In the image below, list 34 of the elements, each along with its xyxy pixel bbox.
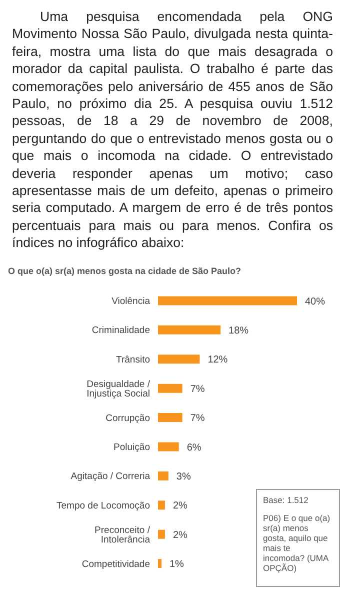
bar bbox=[158, 530, 165, 539]
bar bbox=[158, 412, 182, 422]
data-label: 12% bbox=[208, 354, 228, 366]
data-label: 6% bbox=[186, 442, 202, 453]
chart-title: O que o(a) sr(a) menos gosta na cidade de São Paulo? bbox=[8, 266, 242, 276]
y-tick-label: Tempo de Locomoção bbox=[56, 500, 150, 512]
data-label: 7% bbox=[190, 412, 205, 424]
bar bbox=[158, 384, 182, 393]
data-label: 18% bbox=[228, 325, 249, 336]
text: Uma pesquisa encomendada pela ONG Movimento Nossa São Paulo, divulgada nesta quinta-feira, mostra uma lista do que mais desagrada o morador da capital paulista. O trabalho é parte das comemorações pelo aniversário de 455 anos de São Paulo, no próximo dia 25. A pesquisa ouviu 1.512 pessoas, de 18 a 29 de novembro de 2008, perguntando do que o entrevistado menos gosta ou o que mais o incomoda na cidade. O entrevistado deveria responder apenas um motivo; caso apresentasse mais de um defeito, apenas o primeiro seria computado. A margem de erro é de três pontos percentuais para mais ou para menos. Confira os índices no infográfico abaixo: bbox=[12, 9, 333, 250]
bar bbox=[158, 296, 297, 305]
y-tick-label: Violência bbox=[112, 296, 151, 307]
bar bbox=[158, 442, 179, 451]
bar bbox=[158, 354, 200, 364]
y-tick-label: Preconceito / Intolerância bbox=[94, 524, 151, 546]
annotation: Base: 1.512 bbox=[263, 494, 310, 505]
y-tick-label: Agitação / Correria bbox=[70, 470, 151, 482]
bar bbox=[158, 558, 162, 568]
data-label: 2% bbox=[172, 500, 188, 512]
y-tick-label: Corrupção bbox=[106, 412, 150, 424]
data-label: 2% bbox=[172, 530, 188, 541]
bar bbox=[158, 500, 165, 510]
y-tick-label: Competitividade bbox=[82, 558, 150, 570]
y-tick-label: Trânsito bbox=[116, 354, 150, 366]
data-label: 3% bbox=[176, 471, 191, 482]
data-label: 1% bbox=[169, 558, 184, 570]
annotation: P06) E o que o(a) sr(a) menos gosta, aquilo que mais te incomoda? (UMA OPÇÃO) bbox=[263, 512, 332, 573]
data-label: 40% bbox=[305, 296, 326, 307]
bar bbox=[158, 325, 221, 334]
y-tick-label: Desigualdade / Injustiça Social bbox=[86, 378, 150, 400]
bar bbox=[158, 471, 168, 480]
data-label: 7% bbox=[190, 384, 205, 395]
y-tick-label: Criminalidade bbox=[92, 324, 150, 336]
y-tick-label: Poluição bbox=[114, 442, 150, 453]
